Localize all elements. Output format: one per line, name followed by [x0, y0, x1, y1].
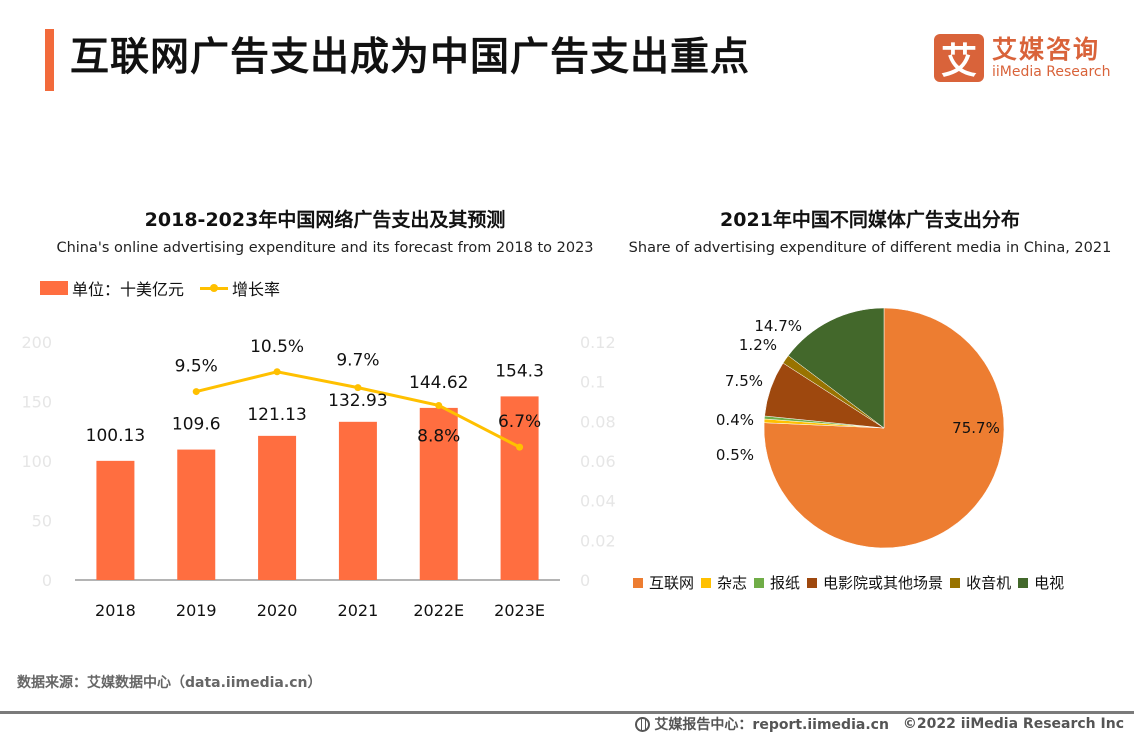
bar: [258, 435, 297, 580]
pie-legend-item: 电视: [1018, 572, 1064, 593]
x-axis-tick: 2018: [95, 601, 136, 620]
bar-value-label: 109.6: [172, 415, 221, 435]
pie-legend-label: 报纸: [770, 574, 801, 592]
bar-value-label: 154.3: [495, 361, 544, 381]
left-axis-tick: 150: [21, 393, 52, 412]
pie-legend-label: 电视: [1034, 574, 1065, 592]
pie-legend-item: 报纸: [754, 572, 800, 593]
right-axis-tick: 0: [580, 571, 590, 590]
right-axis-tick: 0.02: [580, 531, 616, 550]
left-axis-tick: 100: [21, 452, 52, 471]
footer-divider: [0, 711, 1134, 714]
pie-chart: 75.7% 0.5% 0.4% 7.5% 1.2%14.7%: [716, 307, 1005, 549]
pie-slice-label: 0.4%: [716, 411, 754, 429]
left-axis-tick: 0: [42, 571, 52, 590]
bar-line-chart: 0 50 100 150 200 0 0.02 0.04 0.06 0.08 0.1 0.12 2018…: [21, 333, 616, 620]
bar: [419, 407, 458, 580]
growth-rate-point: [354, 384, 362, 392]
pie-legend-swatch: [1018, 577, 1029, 588]
right-axis-tick: 0.12: [580, 333, 616, 352]
pie-chart-subtitle: Share of advertising expenditure of diff…: [628, 240, 1112, 256]
bar: [338, 421, 377, 580]
left-axis-tick: 50: [32, 512, 52, 531]
legend-bar-swatch: [40, 281, 68, 295]
bar: [500, 396, 539, 580]
pie-chart-title: 2021年中国不同媒体广告支出分布: [720, 209, 1020, 231]
bar-chart-subtitle: China's online advertising expenditure a…: [56, 240, 594, 256]
data-source: 数据来源：艾媒数据中心（data.iimedia.cn）: [17, 675, 322, 691]
left-axis-tick: 200: [21, 333, 52, 352]
copyright: ©2022 iiMedia Research Inc: [902, 716, 1124, 732]
pie-legend-swatch: [633, 577, 643, 588]
logo-mark-icon: 艾: [934, 34, 984, 82]
growth-rate-point: [435, 401, 443, 409]
x-axis-tick: 2020: [257, 601, 298, 620]
logo-cn-text: 艾媒咨询: [992, 35, 1101, 64]
right-axis-tick: 0.04: [580, 492, 616, 511]
pie-legend-item: 杂志: [701, 572, 747, 593]
logo-en-text: iiMedia Research: [992, 64, 1111, 80]
title-accent-bar: [45, 29, 54, 91]
x-axis-tick: 2019: [176, 601, 217, 620]
pie-legend-item: 电影院或其他场景: [807, 572, 943, 593]
growth-rate-point: [192, 388, 200, 396]
pie-slice-label: 1.2%: [739, 336, 777, 354]
legend-bar-label: 单位：十美亿元: [72, 280, 185, 299]
bar-value-label: 100.13: [86, 426, 145, 446]
pie-legend-item: 互联网: [633, 572, 694, 593]
right-axis-tick: 0.08: [580, 412, 616, 431]
bar-value-label: 144.62: [409, 373, 468, 393]
growth-rate-point: [273, 368, 281, 376]
bar: [96, 460, 135, 580]
growth-rate-point: [516, 443, 524, 451]
pie-slice-label: 14.7%: [754, 317, 802, 335]
growth-rate-label: 9.7%: [336, 351, 379, 371]
footer: 艾媒报告中心：report.iimedia.cn ©2022 iiMedia R…: [635, 714, 1124, 734]
pie-slice-label: 75.7%: [952, 419, 1000, 437]
right-axis-tick: 0.06: [580, 452, 616, 471]
pie-legend-swatch: [807, 577, 818, 588]
bar-chart-legend: 单位：十美亿元 增长率: [40, 276, 280, 300]
pie-legend-swatch: [701, 577, 712, 588]
pie-legend-label: 收音机: [966, 574, 1012, 592]
bar: [177, 449, 216, 580]
right-axis-tick: 0.1: [580, 373, 605, 392]
pie-legend-label: 互联网: [649, 574, 695, 592]
x-axis-tick: 2021: [338, 601, 379, 620]
legend-line-label: 增长率: [232, 280, 281, 299]
globe-icon: [635, 716, 651, 732]
pie-chart-legend: 互联网 杂志 报纸 电影院或其他场景 收音机 电视: [633, 572, 1071, 593]
pie-legend-swatch: [950, 577, 961, 588]
legend-line-swatch: [200, 283, 229, 292]
iimedia-logo: 艾 艾媒咨询 iiMedia Research: [934, 34, 1111, 82]
pie-legend-swatch: [754, 577, 765, 588]
growth-rate-label: 6.7%: [498, 412, 541, 432]
pie-slice-label: 7.5%: [725, 372, 763, 390]
bar-value-label: 121.13: [247, 405, 306, 425]
page-title: 互联网广告支出成为中国广告支出重点: [70, 35, 751, 80]
report-center-link[interactable]: 艾媒报告中心：report.iimedia.cn: [654, 717, 889, 733]
bar-value-label: 132.93: [328, 391, 387, 411]
pie-legend-label: 电影院或其他场景: [823, 574, 944, 592]
growth-rate-label: 8.8%: [417, 426, 460, 446]
growth-rate-label: 9.5%: [175, 357, 218, 377]
x-axis-tick: 2023E: [494, 601, 545, 620]
pie-legend-item: 收音机: [950, 572, 1011, 593]
growth-rate-label: 10.5%: [250, 337, 304, 357]
pie-slice-label: 0.5%: [716, 446, 754, 464]
pie-legend-label: 杂志: [717, 574, 748, 592]
bar-chart-title: 2018-2023年中国网络广告支出及其预测: [144, 209, 506, 231]
x-axis-tick: 2022E: [413, 601, 464, 620]
pie-slice: [787, 307, 885, 429]
